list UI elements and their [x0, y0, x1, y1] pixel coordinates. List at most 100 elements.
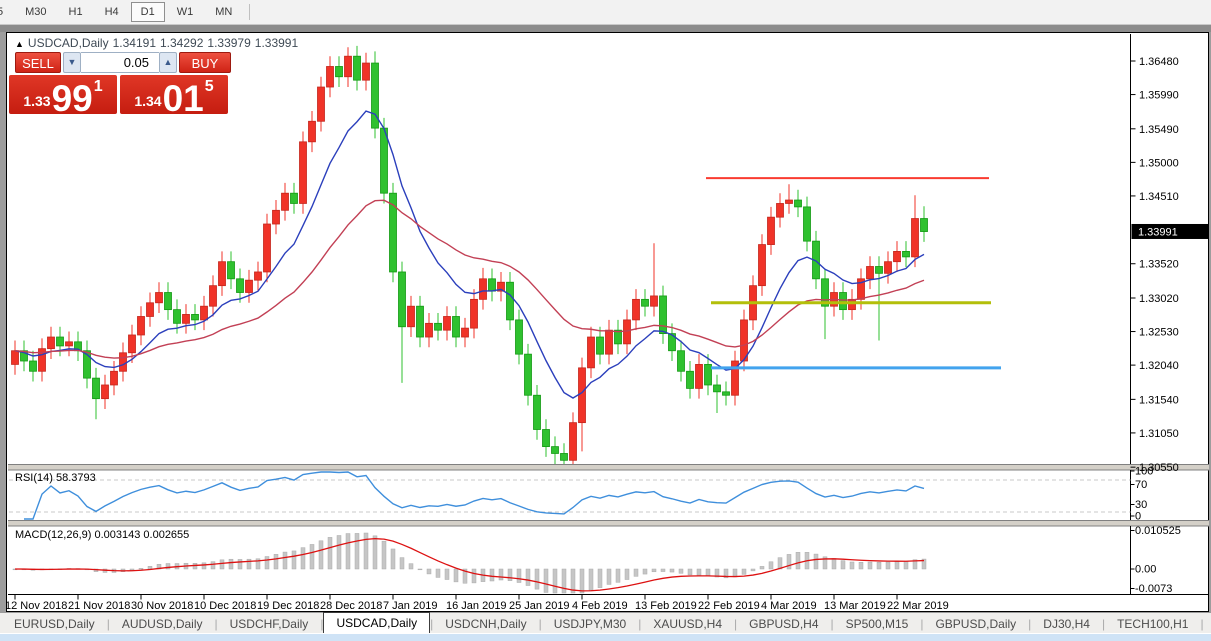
svg-text:28 Dec 2018: 28 Dec 2018 — [320, 600, 382, 612]
timeframe-button-H4[interactable]: H4 — [104, 6, 119, 18]
timeframe-button-5[interactable]: 5 — [0, 6, 4, 18]
buy-price-display[interactable]: 1.34 01 5 — [120, 75, 228, 119]
tab-dj30-h4[interactable]: DJ30,H4 — [1043, 617, 1090, 631]
timeframe-button-H1[interactable]: H1 — [68, 6, 83, 18]
timeframe-button-D1[interactable]: D1 — [130, 2, 165, 22]
buy-price-point: 5 — [204, 78, 214, 95]
svg-text:22 Feb 2019: 22 Feb 2019 — [698, 600, 760, 612]
ohlc-low: 1.33979 — [207, 36, 251, 50]
svg-text:1.35490: 1.35490 — [1139, 124, 1179, 136]
svg-text:1.33991: 1.33991 — [1138, 226, 1178, 238]
volume-input[interactable] — [81, 52, 159, 73]
toolbar-separator — [249, 4, 251, 20]
timeframe-toolbar: 5 M30 H1 H4 D1 W1 MN — [0, 0, 1211, 25]
svg-text:70: 70 — [1135, 479, 1147, 491]
timeframe-button-M30[interactable]: M30 — [25, 6, 47, 18]
status-strip — [0, 633, 1211, 641]
tab-tech100-h1[interactable]: TECH100,H1 — [1117, 617, 1189, 631]
macd-signal-line — [14, 538, 925, 592]
sell-price-pips: 99 — [51, 77, 93, 119]
svg-text:0.010525: 0.010525 — [1135, 525, 1181, 537]
tab-separator: | — [106, 617, 110, 631]
tab-usdjpy-m30[interactable]: USDJPY,M30 — [553, 617, 627, 631]
timeframe-button-MN[interactable]: MN — [215, 6, 233, 18]
svg-text:1.30550: 1.30550 — [1139, 462, 1179, 474]
buy-price-pips: 01 — [162, 77, 204, 119]
svg-text:1.33520: 1.33520 — [1139, 259, 1179, 271]
symbol-period: USDCAD,Daily — [27, 36, 109, 50]
sell-price-point: 1 — [93, 78, 103, 95]
tab-separator: | — [734, 617, 738, 631]
tab-usdcad-daily[interactable]: USDCAD,Daily — [323, 612, 431, 634]
workspace-strip — [0, 25, 1211, 32]
svg-text:1.31050: 1.31050 — [1139, 428, 1179, 440]
svg-text:1.36480: 1.36480 — [1139, 56, 1179, 68]
buy-button[interactable]: BUY — [179, 52, 231, 73]
tab-audusd-daily[interactable]: AUDUSD,Daily — [121, 617, 203, 631]
trade-controls-row: SELL ▼ ▲ BUY — [9, 52, 231, 74]
ohlc-open: 1.34191 — [112, 36, 156, 50]
date-axis: 12 Nov 2018 21 Nov 2018 30 Nov 2018 10 Dec … — [7, 594, 949, 612]
tab-sp500-m15[interactable]: SP500,M15 — [845, 617, 909, 631]
svg-text:13 Mar 2019: 13 Mar 2019 — [824, 600, 886, 612]
svg-text:1.31540: 1.31540 — [1139, 394, 1179, 406]
svg-text:4 Feb 2019: 4 Feb 2019 — [572, 600, 628, 612]
svg-text:100: 100 — [1135, 466, 1153, 478]
svg-text:19 Dec 2018: 19 Dec 2018 — [257, 600, 319, 612]
tab-separator: | — [638, 617, 642, 631]
svg-text:30 Nov 2018: 30 Nov 2018 — [131, 600, 193, 612]
tab-u[interactable]: U — [1204, 615, 1211, 634]
ohlc-close: 1.33991 — [254, 36, 299, 50]
sell-price-prefix: 1.33 — [23, 93, 51, 109]
svg-text:1.32530: 1.32530 — [1139, 327, 1179, 339]
tab-separator: | — [1101, 617, 1106, 631]
tab-usdcnh-daily[interactable]: USDCNH,Daily — [445, 617, 527, 631]
svg-text:16 Jan 2019: 16 Jan 2019 — [446, 600, 507, 612]
tab-separator: | — [538, 617, 542, 631]
volume-increase-button[interactable]: ▲ — [159, 52, 177, 73]
svg-text:25 Jan 2019: 25 Jan 2019 — [509, 600, 570, 612]
collapse-triangle-icon[interactable]: ▲ — [15, 39, 24, 49]
rsi-indicator-label: RSI(14) 58.3793 — [15, 472, 96, 484]
price-axis: 1.36480 1.35990 1.35490 1.35000 1.34510 1.335… — [1130, 56, 1179, 474]
svg-text:1.33020: 1.33020 — [1139, 293, 1179, 305]
svg-text:12 Nov 2018: 12 Nov 2018 — [7, 600, 67, 612]
chart-tab-bar: EURUSD,Daily | AUDUSD,Daily | USDCHF,Daily | U… — [0, 612, 1211, 634]
tab-separator: | — [920, 617, 924, 631]
svg-text:0.00: 0.00 — [1135, 564, 1156, 576]
macd-histogram — [12, 532, 927, 594]
chart-ohlc-header: ▲ USDCAD,Daily 1.34191 1.34292 1.33979 1.3399… — [15, 36, 302, 50]
svg-text:1.35000: 1.35000 — [1139, 157, 1179, 169]
svg-text:13 Feb 2019: 13 Feb 2019 — [635, 600, 697, 612]
svg-text:1.35990: 1.35990 — [1139, 90, 1179, 102]
svg-text:-0.0073: -0.0073 — [1135, 583, 1172, 595]
tab-usdchf-daily[interactable]: USDCHF,Daily — [229, 617, 309, 631]
svg-text:1.34510: 1.34510 — [1139, 191, 1179, 203]
sell-price-display[interactable]: 1.33 99 1 — [9, 75, 117, 119]
tab-gbpusd-daily[interactable]: GBPUSD,Daily — [935, 617, 1017, 631]
chart-canvas[interactable]: 1.364801.359901.354901.350001.345101.335… — [7, 33, 1210, 613]
rsi-line — [24, 471, 925, 520]
ma-fast-line — [14, 110, 925, 399]
tab-separator: | — [830, 617, 834, 631]
volume-decrease-button[interactable]: ▼ — [63, 52, 81, 73]
svg-text:10 Dec 2018: 10 Dec 2018 — [194, 600, 256, 612]
timeframe-button-W1[interactable]: W1 — [176, 6, 194, 18]
sell-button[interactable]: SELL — [15, 52, 61, 73]
tab-separator: | — [430, 617, 434, 631]
macd-indicator-label: MACD(12,26,9) 0.003143 0.002655 — [15, 529, 190, 541]
tab-gbpusd-h4[interactable]: GBPUSD,H4 — [749, 617, 819, 631]
svg-text:21 Nov 2018: 21 Nov 2018 — [68, 600, 130, 612]
buy-price-prefix: 1.34 — [134, 93, 162, 109]
tab-xauusd-h4[interactable]: XAUUSD,H4 — [653, 617, 723, 631]
svg-text:1.32040: 1.32040 — [1139, 360, 1179, 372]
ma-slow-line — [14, 199, 925, 359]
tab-eurusd-daily[interactable]: EURUSD,Daily — [14, 617, 95, 631]
svg-text:4 Mar 2019: 4 Mar 2019 — [761, 600, 817, 612]
ohlc-high: 1.34292 — [160, 36, 204, 50]
svg-text:7 Jan 2019: 7 Jan 2019 — [383, 600, 437, 612]
svg-text:30: 30 — [1135, 499, 1147, 511]
tab-separator: | — [320, 617, 324, 631]
current-price-tag: 1.33991 — [1131, 223, 1209, 239]
